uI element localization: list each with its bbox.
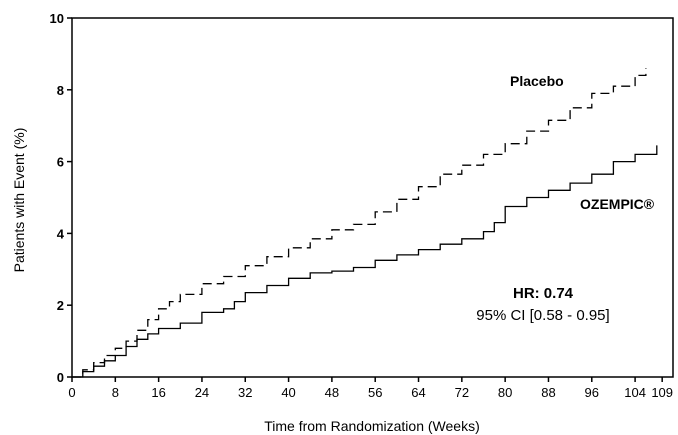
axes (71, 17, 674, 378)
x-tick-label: 88 (541, 385, 555, 400)
x-axis-title: Time from Randomization (Weeks) (264, 418, 480, 434)
series-lines (72, 68, 658, 378)
x-tick-label: 32 (238, 385, 252, 400)
x-tick-label: 96 (585, 385, 599, 400)
x-tick-label: 8 (112, 385, 119, 400)
x-tick-label: 40 (281, 385, 295, 400)
y-tick-label: 10 (50, 11, 64, 26)
x-tick-label: 72 (455, 385, 469, 400)
plot-frame (71, 17, 674, 378)
ci-annotation: 95% CI [0.58 - 0.95] (476, 307, 609, 324)
y-tick-label: 2 (57, 298, 64, 313)
x-tick-label: 24 (195, 385, 209, 400)
x-tick-label: 56 (368, 385, 382, 400)
hr-annotation: HR: 0.74 (513, 285, 574, 302)
series-label-ozempic: OZEMPIC® (580, 196, 655, 212)
x-tick-label: 80 (498, 385, 512, 400)
x-tick-label: 64 (411, 385, 425, 400)
y-tick-label: 4 (57, 226, 65, 241)
y-tick-label: 0 (57, 370, 64, 385)
y-axis-title: Patients with Event (%) (11, 128, 27, 273)
x-tick-label: 0 (68, 385, 75, 400)
y-tick-label: 6 (57, 155, 64, 170)
x-tick-label: 16 (151, 385, 165, 400)
x-tick-label: 48 (325, 385, 339, 400)
series-label-placebo: Placebo (510, 73, 564, 89)
x-tick-label: 104 (624, 385, 646, 400)
y-tick-label: 8 (57, 83, 64, 98)
series-line-ozempic (72, 145, 658, 378)
x-tick-label: 109 (651, 385, 673, 400)
